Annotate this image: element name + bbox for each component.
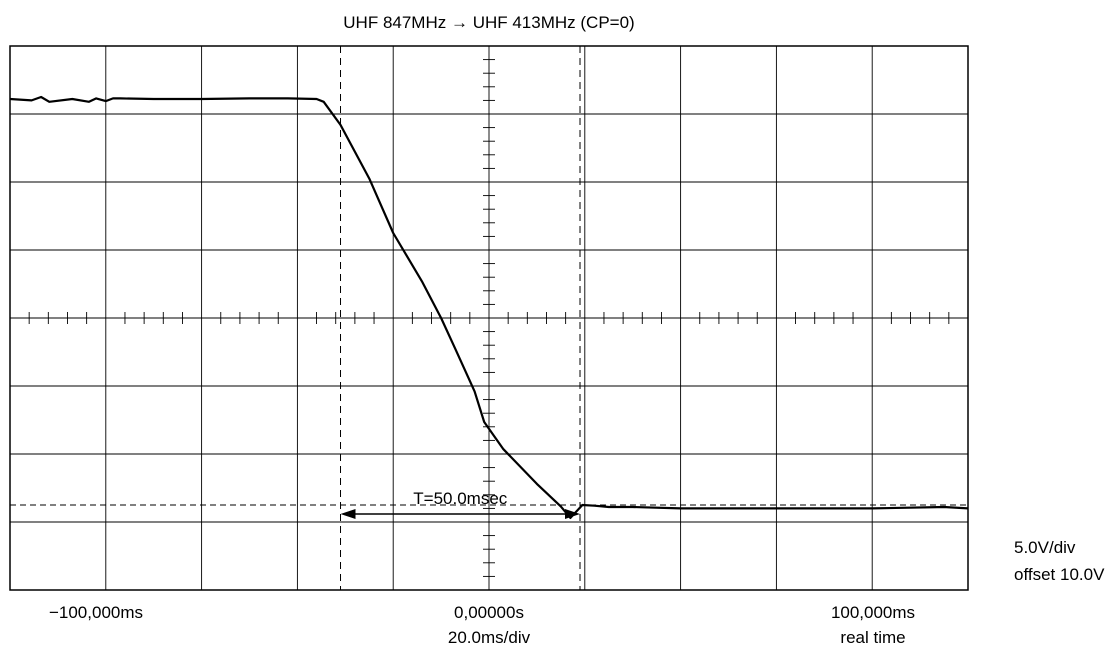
timebase-label: 20.0ms/div: [448, 628, 531, 647]
measurement-arrow-left-head: [340, 509, 356, 519]
measurement-arrow-right-head: [565, 509, 581, 519]
graticule: [9, 45, 969, 591]
time-measurement: T=50.0msec: [340, 489, 581, 519]
signal-trace: [9, 95, 969, 520]
trace: [9, 95, 969, 520]
offset-label: offset 10.0V: [1014, 565, 1105, 584]
mode-label: real time: [840, 628, 905, 647]
cursors: [10, 46, 968, 590]
x-center-label: 0,00000s: [454, 603, 524, 622]
measurement-label: T=50.0msec: [413, 489, 508, 508]
x-left-label: −100,000ms: [49, 603, 143, 622]
x-right-label: 100,000ms: [831, 603, 915, 622]
chart-title: UHF 847MHz → UHF 413MHz (CP=0): [343, 13, 634, 32]
volts-per-div-label: 5.0V/div: [1014, 538, 1076, 557]
